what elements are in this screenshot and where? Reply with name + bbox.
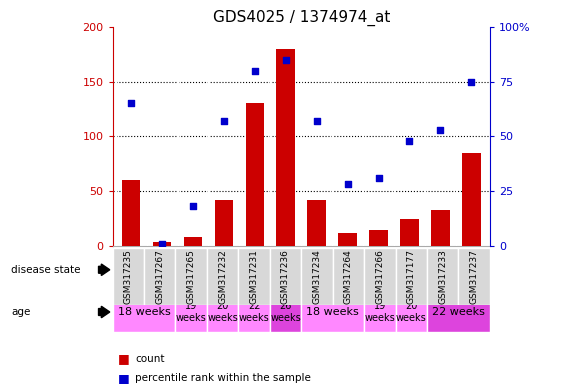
Bar — [270, 292, 301, 332]
Point — [220, 118, 229, 124]
Text: GSM317266: GSM317266 — [376, 249, 385, 304]
Text: 19
weeks: 19 weeks — [176, 301, 207, 323]
Point — [127, 101, 136, 107]
Bar — [462, 153, 481, 246]
Text: 20
weeks: 20 weeks — [396, 301, 427, 323]
Point — [436, 127, 445, 133]
Text: GSM317264: GSM317264 — [344, 249, 353, 304]
Point — [282, 56, 291, 63]
Bar — [144, 248, 176, 305]
Bar — [431, 210, 450, 246]
Bar — [400, 220, 419, 246]
Text: GSM317235: GSM317235 — [124, 249, 133, 304]
Bar — [176, 292, 207, 332]
Bar — [184, 237, 202, 246]
Text: disease state: disease state — [11, 265, 81, 275]
Point — [374, 175, 383, 181]
Bar — [176, 248, 207, 305]
Bar — [122, 180, 140, 246]
Bar — [153, 242, 171, 246]
Text: GSM317267: GSM317267 — [155, 249, 164, 304]
Text: GSM317231: GSM317231 — [249, 249, 258, 304]
Bar — [338, 233, 357, 246]
Point — [343, 181, 352, 187]
Bar — [395, 248, 427, 305]
Bar — [395, 292, 427, 332]
Text: age: age — [11, 307, 30, 317]
Bar — [364, 292, 395, 332]
Point — [189, 203, 198, 209]
Point — [405, 137, 414, 144]
Text: 22
weeks: 22 weeks — [239, 301, 270, 323]
Text: streptozotocin-induced diabetes: streptozotocin-induced diabetes — [128, 265, 285, 275]
Bar — [427, 248, 458, 305]
Text: GSM317237: GSM317237 — [470, 249, 479, 304]
Bar — [276, 49, 295, 246]
Text: GSM317265: GSM317265 — [187, 249, 196, 304]
Text: GSM317233: GSM317233 — [438, 249, 447, 304]
Text: 19
weeks: 19 weeks — [364, 301, 395, 323]
Text: GSM317236: GSM317236 — [281, 249, 290, 304]
Bar — [207, 248, 238, 305]
Bar — [333, 248, 364, 305]
Bar — [245, 104, 264, 246]
Text: 18 weeks: 18 weeks — [306, 307, 359, 317]
Bar — [215, 200, 233, 246]
Bar — [238, 292, 270, 332]
Bar — [113, 250, 301, 290]
Point — [312, 118, 321, 124]
Text: 20
weeks: 20 weeks — [207, 301, 238, 323]
Bar — [301, 250, 490, 290]
Bar — [458, 248, 490, 305]
Bar — [427, 292, 490, 332]
Point — [251, 68, 260, 74]
Text: ■: ■ — [118, 372, 130, 384]
Point — [467, 79, 476, 85]
Text: count: count — [135, 354, 164, 364]
Text: GSM317177: GSM317177 — [406, 249, 415, 304]
Bar — [307, 200, 326, 246]
Text: 22 weeks: 22 weeks — [432, 307, 485, 317]
Bar — [113, 292, 176, 332]
Bar — [301, 292, 364, 332]
Text: GSM317232: GSM317232 — [218, 249, 227, 304]
Text: GSM317234: GSM317234 — [312, 249, 321, 304]
Point — [158, 240, 167, 247]
Bar — [113, 248, 144, 305]
Text: 18 weeks: 18 weeks — [118, 307, 171, 317]
Text: percentile rank within the sample: percentile rank within the sample — [135, 373, 311, 383]
Text: 26
weeks: 26 weeks — [270, 301, 301, 323]
Bar — [270, 248, 301, 305]
Bar — [207, 292, 238, 332]
Bar — [301, 248, 333, 305]
Bar — [364, 248, 395, 305]
Bar — [369, 230, 388, 246]
Text: ■: ■ — [118, 353, 130, 366]
Bar — [238, 248, 270, 305]
Title: GDS4025 / 1374974_at: GDS4025 / 1374974_at — [212, 9, 390, 25]
Text: control: control — [379, 265, 412, 275]
